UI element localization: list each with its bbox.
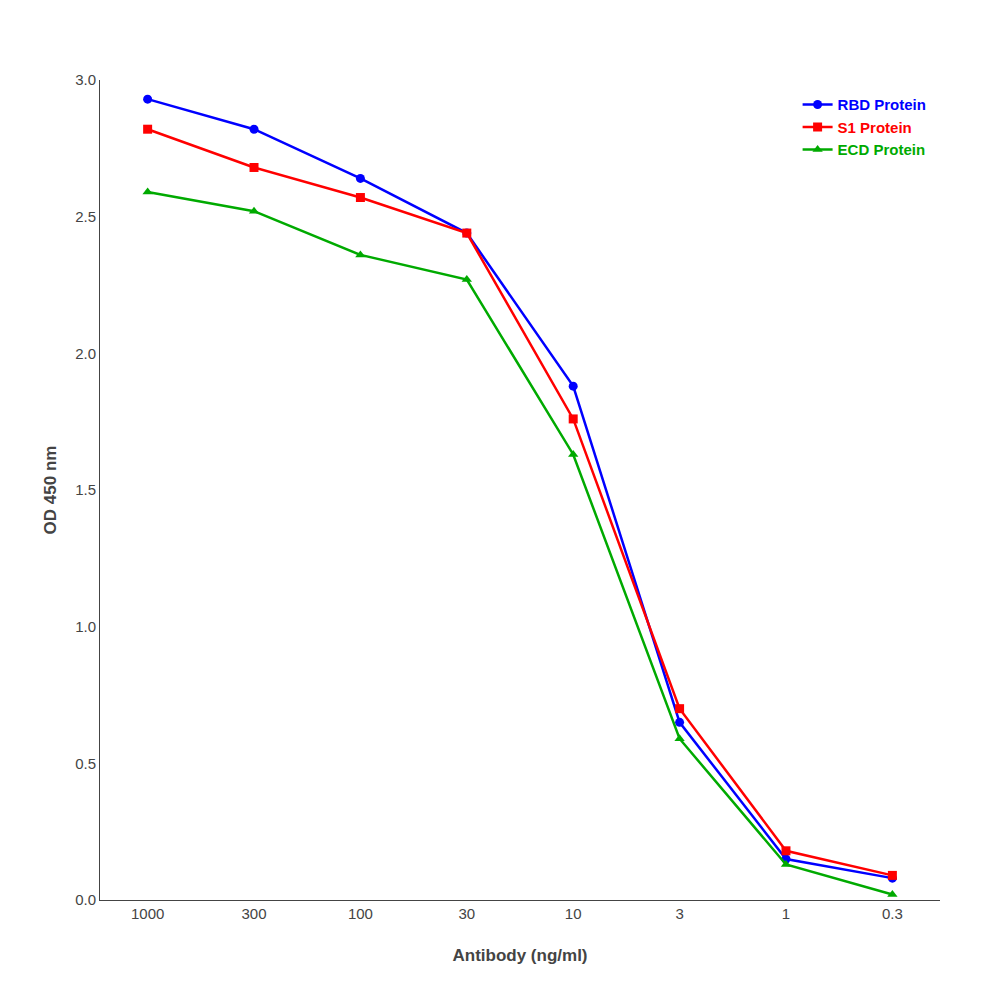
svg-text:2.0: 2.0 [75, 345, 96, 362]
svg-text:3: 3 [675, 905, 683, 922]
svg-text:300: 300 [242, 905, 267, 922]
svg-text:2.5: 2.5 [75, 208, 96, 225]
svg-text:S1 Protein: S1 Protein [838, 119, 912, 136]
svg-text:30: 30 [458, 905, 475, 922]
svg-text:ECD Protein: ECD Protein [838, 141, 926, 158]
svg-text:RBD Protein: RBD Protein [838, 96, 926, 113]
svg-text:OD 450 nm: OD 450 nm [41, 446, 60, 535]
svg-text:1000: 1000 [131, 905, 164, 922]
svg-text:1.5: 1.5 [75, 481, 96, 498]
svg-text:0.3: 0.3 [882, 905, 903, 922]
svg-text:1.0: 1.0 [75, 618, 96, 635]
svg-text:0.5: 0.5 [75, 755, 96, 772]
svg-text:10: 10 [565, 905, 582, 922]
svg-text:1: 1 [782, 905, 790, 922]
svg-text:100: 100 [348, 905, 373, 922]
svg-text:Antibody (ng/ml): Antibody (ng/ml) [452, 946, 587, 965]
svg-text:0.0: 0.0 [75, 891, 96, 908]
svg-text:3.0: 3.0 [75, 71, 96, 88]
